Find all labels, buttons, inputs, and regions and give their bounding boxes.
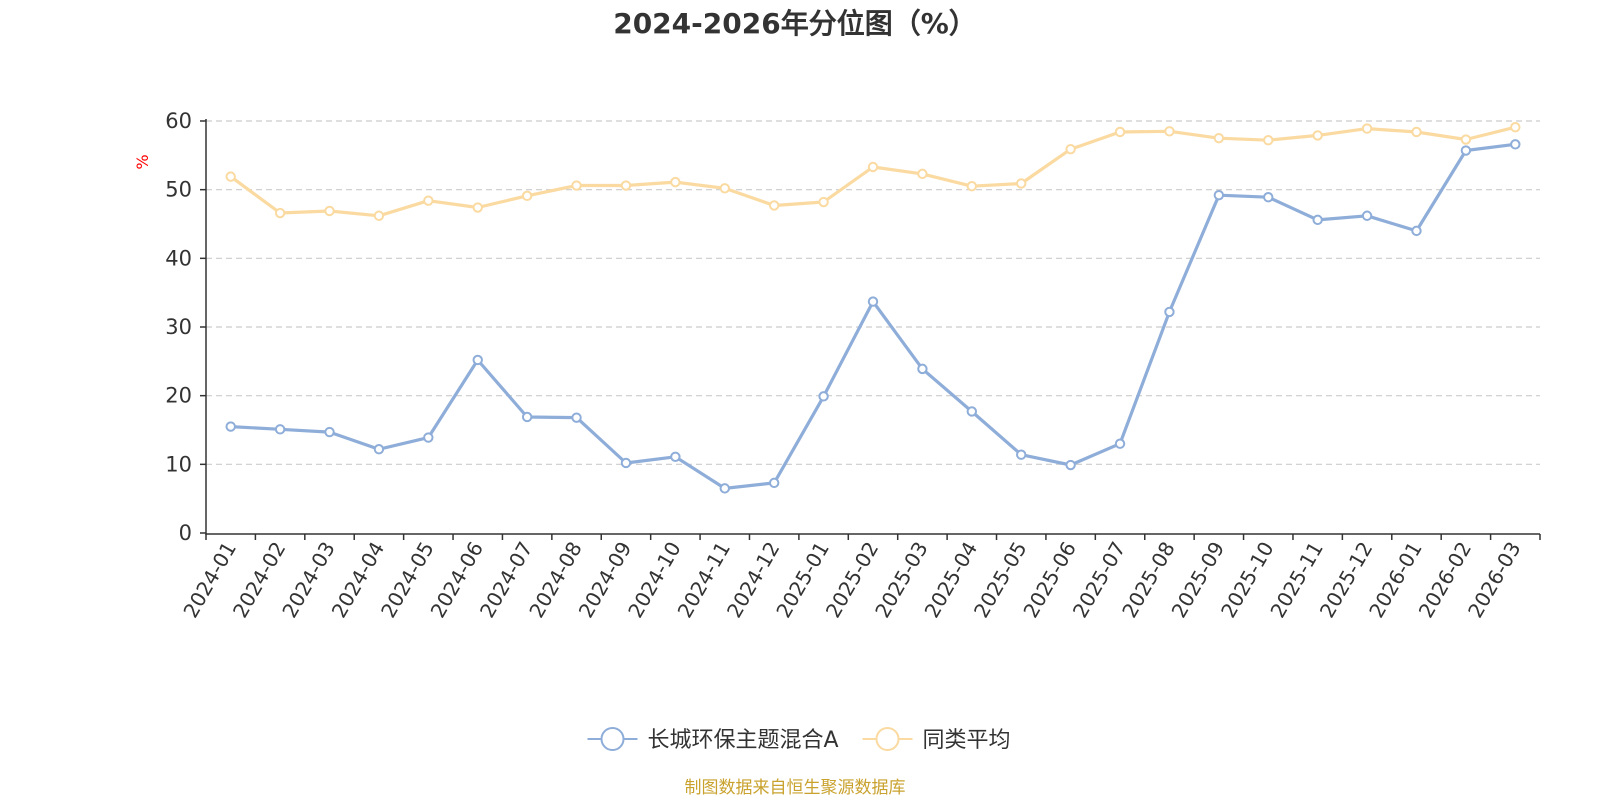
legend-marker: [875, 727, 900, 751]
legend-label: 长城环保主题混合A: [648, 728, 839, 753]
data-point-series-1: [1164, 306, 1175, 318]
data-point-series-2: [274, 207, 286, 219]
data-point-series-1: [1312, 214, 1323, 226]
chart-title: 2024-2026年分位图（%）: [613, 7, 977, 40]
legend-item-1[interactable]: 长城环保主题混合A: [587, 727, 839, 753]
data-point-series-2: [818, 196, 829, 208]
data-point-series-2: [917, 168, 928, 180]
data-point-series-1: [1510, 139, 1521, 150]
series: [225, 121, 1521, 494]
y-tick-label: 50: [165, 178, 192, 202]
data-point-series-2: [1114, 126, 1126, 138]
data-point-series-1: [521, 411, 533, 423]
data-point-series-2: [225, 171, 236, 182]
data-point-series-2: [423, 195, 434, 206]
data-point-series-1: [966, 406, 978, 417]
data-point-series-1: [1263, 192, 1274, 203]
data-point-series-1: [818, 391, 829, 402]
data-point-series-2: [571, 180, 582, 191]
data-point-series-2: [768, 200, 780, 211]
data-point-series-2: [521, 190, 533, 202]
data-point-series-1: [768, 477, 780, 489]
data-point-series-2: [1263, 135, 1274, 146]
data-point-series-2: [719, 183, 730, 194]
data-point-series-1: [1213, 189, 1225, 201]
data-point-series-1: [1114, 438, 1126, 449]
y-tick-label: 30: [165, 315, 192, 339]
data-point-series-1: [225, 421, 236, 432]
y-tick-labels: 0 10 20 30 40 50 60: [165, 109, 192, 545]
data-point-series-2: [1065, 143, 1076, 155]
data-point-series-2: [1510, 121, 1521, 133]
data-point-series-1: [472, 354, 483, 366]
data-point-series-1: [620, 457, 632, 469]
x-tick-labels: 2024-012024-022024-032024-042024-052024-…: [178, 538, 1525, 622]
data-point-series-2: [1411, 126, 1422, 138]
data-point-series-2: [324, 205, 335, 217]
data-point-series-1: [917, 363, 928, 375]
data-point-series-2: [867, 161, 879, 173]
data-point-series-1: [324, 426, 335, 438]
data-point-series-1: [867, 296, 879, 307]
data-point-series-1: [670, 451, 681, 462]
data-point-series-1: [1460, 145, 1472, 156]
data-point-series-2: [1213, 132, 1225, 144]
data-point-series-1: [274, 424, 286, 435]
data-point-series-2: [670, 176, 681, 188]
data-point-series-1: [373, 444, 385, 455]
legend-label: 同类平均: [923, 728, 1011, 753]
grid-lines: [206, 120, 1540, 465]
data-point-series-2: [373, 210, 385, 221]
data-point-series-2: [966, 181, 978, 192]
data-point-series-2: [620, 180, 632, 191]
data-point-series-1: [423, 432, 434, 443]
data-point-series-1: [1411, 225, 1422, 237]
axes: [200, 119, 1541, 540]
data-point-series-2: [1016, 178, 1027, 189]
data-point-series-2: [1164, 126, 1175, 137]
y-tick-label: 20: [165, 384, 192, 408]
data-point-series-2: [472, 202, 483, 213]
source-note: 制图数据来自恒生聚源数据库: [685, 778, 906, 798]
data-point-series-1: [719, 483, 730, 494]
legend-item-2[interactable]: 同类平均: [862, 727, 1011, 753]
y-tick-label: 10: [165, 452, 192, 476]
legend[interactable]: 长城环保主题混合A 同类平均: [587, 727, 1011, 753]
y-axis-label: %: [133, 154, 152, 169]
data-point-series-1: [1016, 449, 1027, 460]
data-point-series-2: [1361, 123, 1373, 134]
y-tick-label: 60: [165, 109, 192, 133]
data-point-series-1: [1065, 459, 1076, 471]
y-tick-label: 0: [179, 521, 192, 545]
data-point-series-2: [1460, 134, 1472, 145]
data-point-series-1: [571, 412, 582, 423]
data-point-series-2: [1312, 130, 1323, 141]
legend-marker: [600, 727, 625, 751]
data-point-series-1: [1361, 210, 1373, 221]
y-tick-label: 40: [165, 246, 192, 270]
